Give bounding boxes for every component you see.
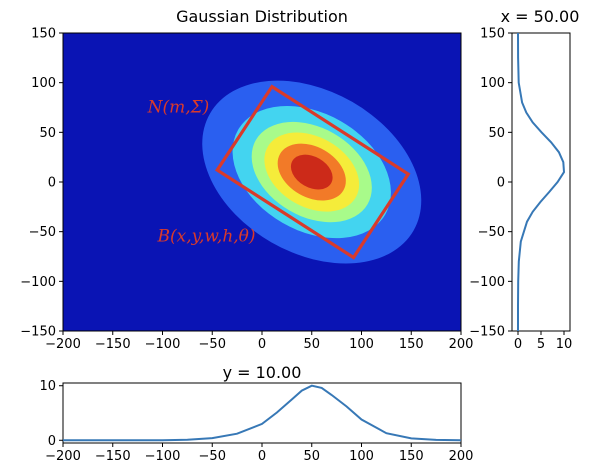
main-x-tick-label: −200 bbox=[45, 337, 81, 352]
right-x-tick-label: 0 bbox=[514, 337, 522, 352]
right-y-tick-label: 50 bbox=[488, 126, 505, 141]
bottom-y-tick-label: 0 bbox=[48, 434, 56, 449]
bottom-x-tick-label: −150 bbox=[95, 449, 131, 464]
right-y-tick-label: −50 bbox=[478, 225, 505, 240]
bottom-x-tick-label: 50 bbox=[303, 449, 320, 464]
main-y-axis: −150 −100 −50 0 50 100 150 bbox=[20, 27, 63, 340]
main-x-axis: −200 −150 −100 −50 0 50 100 150 200 bbox=[45, 331, 473, 352]
right-y-tick-label: 150 bbox=[480, 27, 505, 42]
bottom-profile-line bbox=[63, 384, 462, 442]
bottom-x-tick-label: 150 bbox=[399, 449, 424, 464]
bottom-x-tick-label: 200 bbox=[449, 449, 474, 464]
right-y-tick-label: −150 bbox=[469, 325, 505, 340]
bottom-title: y = 10.00 bbox=[223, 363, 302, 382]
main-y-tick-label: 100 bbox=[31, 76, 56, 91]
right-frame bbox=[511, 32, 571, 332]
main-y-tick-label: 0 bbox=[48, 176, 56, 191]
main-x-tick-label: 150 bbox=[399, 337, 424, 352]
right-y-tick-label: 0 bbox=[497, 176, 505, 191]
bottom-x-tick-label: 0 bbox=[258, 449, 266, 464]
right-x-axis: 0 5 10 bbox=[514, 331, 572, 352]
annotation-2: B(x,y,w,h,θ) bbox=[157, 227, 256, 247]
bottom-frame bbox=[62, 382, 462, 444]
main-x-tick-label: 0 bbox=[258, 337, 266, 352]
bottom-y-tick-label: 10 bbox=[39, 379, 56, 394]
bottom-x-tick-label: 100 bbox=[349, 449, 374, 464]
main-x-tick-label: 200 bbox=[449, 337, 474, 352]
bottom-x-tick-label: −100 bbox=[145, 449, 181, 464]
main-y-tick-label: −100 bbox=[20, 275, 56, 290]
contour-level-6 bbox=[290, 154, 333, 190]
main-title: Gaussian Distribution bbox=[176, 7, 348, 26]
bottom-x-axis: −200 −150 −100 −50 0 50 100 150 200 bbox=[45, 443, 473, 464]
main-x-tick-label: −150 bbox=[95, 337, 131, 352]
main-y-tick-label: −50 bbox=[29, 225, 56, 240]
main-x-tick-label: −100 bbox=[145, 337, 181, 352]
bottom-y-axis: 0 10 bbox=[39, 379, 63, 449]
annotation-1: N(m,Σ) bbox=[147, 97, 210, 117]
main-y-tick-label: 150 bbox=[31, 27, 56, 42]
main-x-tick-label: −50 bbox=[199, 337, 226, 352]
right-x-tick-label: 5 bbox=[537, 337, 545, 352]
right-y-tick-label: 100 bbox=[480, 76, 505, 91]
bottom-panel: y = 10.00 −200 −150 −100 −50 0 50 100 150 200 0 1… bbox=[39, 363, 473, 464]
main-y-tick-label: 50 bbox=[39, 126, 56, 141]
main-y-tick-label: −150 bbox=[20, 325, 56, 340]
bottom-x-tick-label: −200 bbox=[45, 449, 81, 464]
bottom-x-tick-label: −50 bbox=[199, 449, 226, 464]
right-x-tick-label: 10 bbox=[556, 337, 573, 352]
main-x-tick-label: 100 bbox=[349, 337, 374, 352]
right-profile-line bbox=[517, 32, 566, 331]
right-y-axis: −150 −100 −50 0 50 100 150 bbox=[469, 27, 512, 340]
main-panel: Gaussian Distribution −200 −150 −100 −50 0 50… bbox=[20, 7, 473, 352]
main-plot-area bbox=[63, 33, 461, 331]
right-title: x = 50.00 bbox=[501, 7, 580, 26]
right-y-tick-label: −100 bbox=[469, 275, 505, 290]
main-x-tick-label: 50 bbox=[303, 337, 320, 352]
bounding-box bbox=[217, 87, 408, 258]
annotations: N(m,Σ) B(x,y,w,h,θ) bbox=[147, 97, 256, 246]
